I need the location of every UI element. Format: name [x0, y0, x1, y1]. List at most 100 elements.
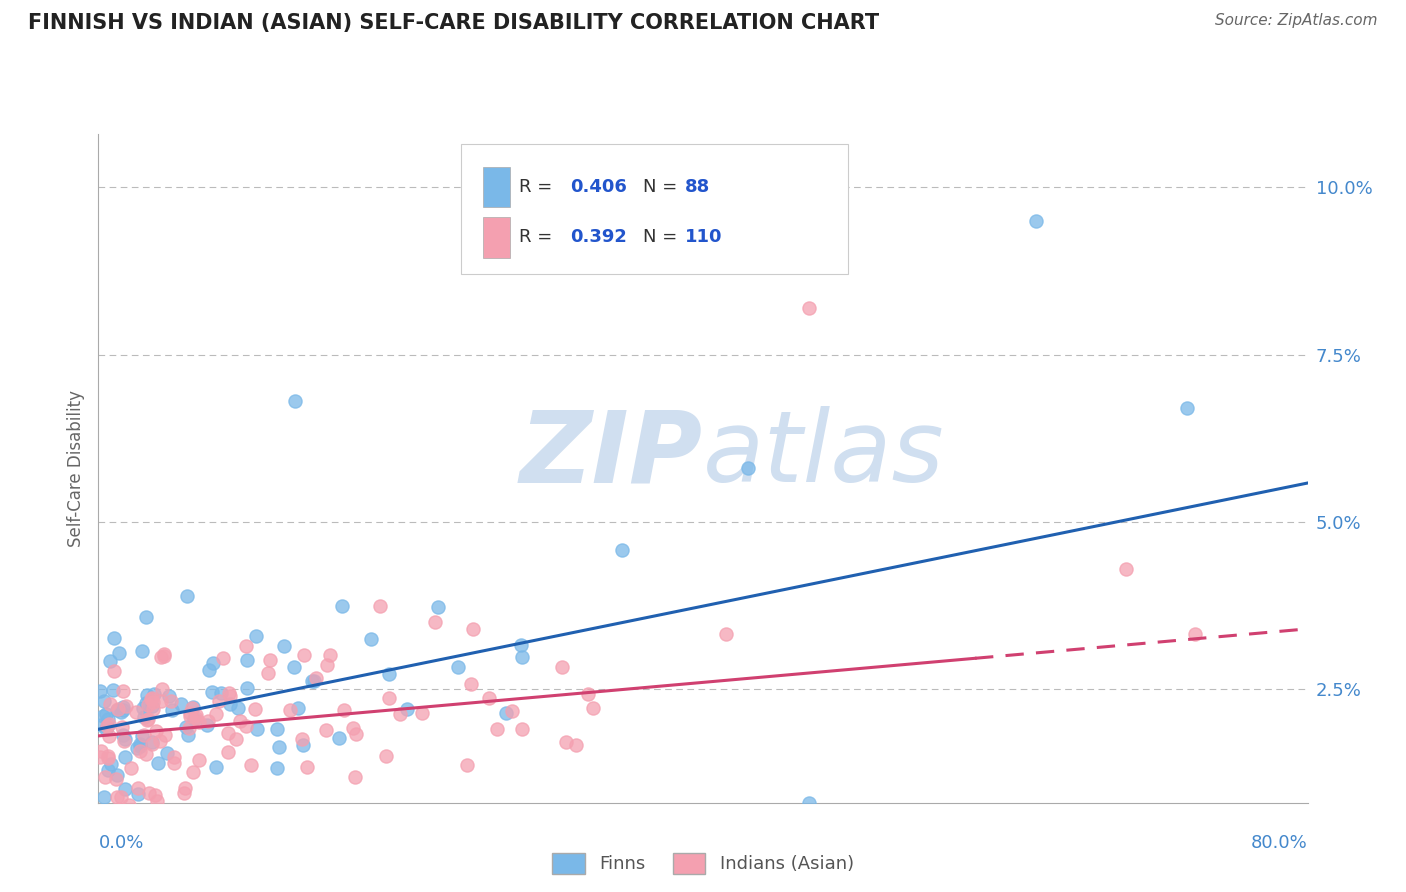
Point — [181, 699, 204, 714]
Point — [97, 764, 120, 778]
Point — [209, 686, 232, 700]
Point — [100, 757, 122, 772]
Point — [259, 652, 281, 666]
Point — [93, 770, 115, 784]
Point — [226, 701, 249, 715]
Point — [94, 723, 117, 737]
Point — [142, 687, 165, 701]
Point — [97, 716, 120, 731]
Point — [146, 756, 169, 771]
Point — [316, 658, 339, 673]
Point — [112, 734, 135, 748]
Point — [304, 673, 326, 688]
Point — [328, 731, 350, 746]
Point — [152, 681, 174, 696]
Point — [149, 693, 172, 707]
Point — [110, 706, 132, 720]
Point — [127, 787, 149, 801]
Point — [478, 691, 501, 706]
Point — [145, 724, 167, 739]
Point — [146, 794, 169, 808]
Point — [149, 734, 172, 748]
Bar — [482, 168, 509, 208]
Point — [127, 781, 149, 796]
Point — [135, 696, 157, 710]
Point — [129, 744, 152, 758]
Text: Source: ZipAtlas.com: Source: ZipAtlas.com — [1215, 13, 1378, 29]
Text: R =: R = — [519, 228, 558, 246]
Point — [292, 648, 315, 663]
Text: atlas: atlas — [703, 407, 945, 503]
Point — [174, 720, 197, 734]
Point — [235, 719, 257, 733]
Point — [90, 717, 112, 731]
Point — [510, 649, 533, 664]
Point — [273, 639, 295, 653]
Point — [205, 760, 228, 774]
Text: FINNISH VS INDIAN (ASIAN) SELF-CARE DISABILITY CORRELATION CHART: FINNISH VS INDIAN (ASIAN) SELF-CARE DISA… — [28, 13, 879, 33]
Point — [129, 739, 152, 753]
Point — [229, 714, 252, 728]
Point — [564, 738, 586, 752]
Point — [89, 750, 111, 764]
Point — [105, 772, 128, 786]
Point — [495, 706, 517, 720]
Point — [197, 663, 219, 677]
Point — [136, 688, 159, 702]
Point — [114, 749, 136, 764]
Point — [235, 640, 257, 654]
Point — [554, 735, 576, 749]
Point — [301, 674, 323, 689]
Point — [173, 786, 195, 800]
Point — [181, 764, 204, 779]
Point — [103, 664, 125, 678]
Point — [423, 615, 446, 629]
Point — [344, 727, 367, 741]
Point — [501, 704, 523, 718]
Point — [245, 629, 267, 643]
Text: N =: N = — [643, 228, 682, 246]
Point — [305, 671, 328, 685]
Text: 0.406: 0.406 — [569, 178, 627, 196]
Point — [163, 749, 186, 764]
Point — [236, 653, 259, 667]
Point — [141, 690, 163, 705]
Point — [797, 796, 820, 810]
Point — [112, 684, 135, 698]
Text: 110: 110 — [685, 228, 723, 246]
Point — [461, 622, 484, 636]
Point — [105, 790, 128, 805]
Point — [125, 706, 148, 720]
Point — [266, 723, 288, 737]
Text: 0.392: 0.392 — [569, 228, 627, 246]
Point — [267, 740, 290, 755]
Point — [98, 698, 121, 712]
Point — [98, 729, 121, 743]
Point — [125, 740, 148, 755]
Point — [177, 728, 200, 742]
Point — [108, 646, 131, 660]
Point — [245, 722, 267, 736]
Point — [138, 698, 160, 712]
Point — [737, 461, 759, 475]
Point — [89, 683, 111, 698]
Point — [111, 700, 134, 714]
Point — [179, 722, 201, 736]
Point — [797, 301, 820, 315]
Point — [142, 695, 165, 709]
Point — [218, 686, 240, 700]
Point — [377, 666, 399, 681]
Point — [124, 805, 146, 819]
Point — [169, 804, 191, 818]
Point — [205, 706, 228, 721]
Point — [411, 706, 433, 720]
Point — [141, 737, 163, 751]
Point — [103, 631, 125, 645]
Text: 88: 88 — [685, 178, 710, 196]
Point — [330, 599, 353, 614]
Point — [132, 728, 155, 742]
Point — [201, 656, 224, 670]
Point — [195, 718, 218, 732]
Point — [149, 650, 172, 665]
Point — [173, 781, 195, 796]
